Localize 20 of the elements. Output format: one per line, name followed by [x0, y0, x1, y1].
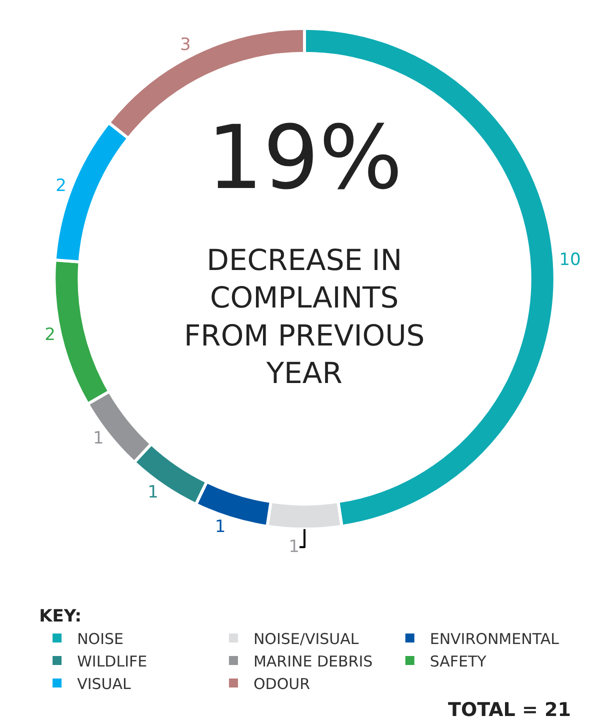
legend-label: WILDLIFE — [77, 652, 148, 670]
legend-label: ODOUR — [253, 674, 310, 693]
text: DECREASE IN COMPLAINTS FROM PREVIOUS YEAR — [184, 243, 425, 390]
data-label: 1 — [214, 517, 226, 538]
data-label: 1 — [92, 428, 104, 449]
legend-label: NOISE — [77, 630, 124, 648]
data-label: 2 — [44, 324, 56, 345]
legend-label: VISUAL — [77, 674, 132, 693]
data-label: 10 — [559, 250, 581, 270]
data-label: 1 — [288, 537, 300, 558]
text: TOTAL = 21 — [448, 699, 571, 720]
text: 19% — [207, 106, 403, 209]
legend-label: ENVIRONMENTAL — [430, 630, 560, 648]
legend-label: SAFETY — [430, 652, 488, 670]
data-label: 3 — [180, 35, 191, 56]
data-label: 2 — [56, 176, 66, 196]
data-label: 1 — [148, 482, 158, 502]
legend-title: KEY: — [39, 606, 82, 627]
legend-label: MARINE DEBRIS — [253, 652, 373, 670]
legend-label: NOISE/VISUAL — [253, 630, 360, 648]
